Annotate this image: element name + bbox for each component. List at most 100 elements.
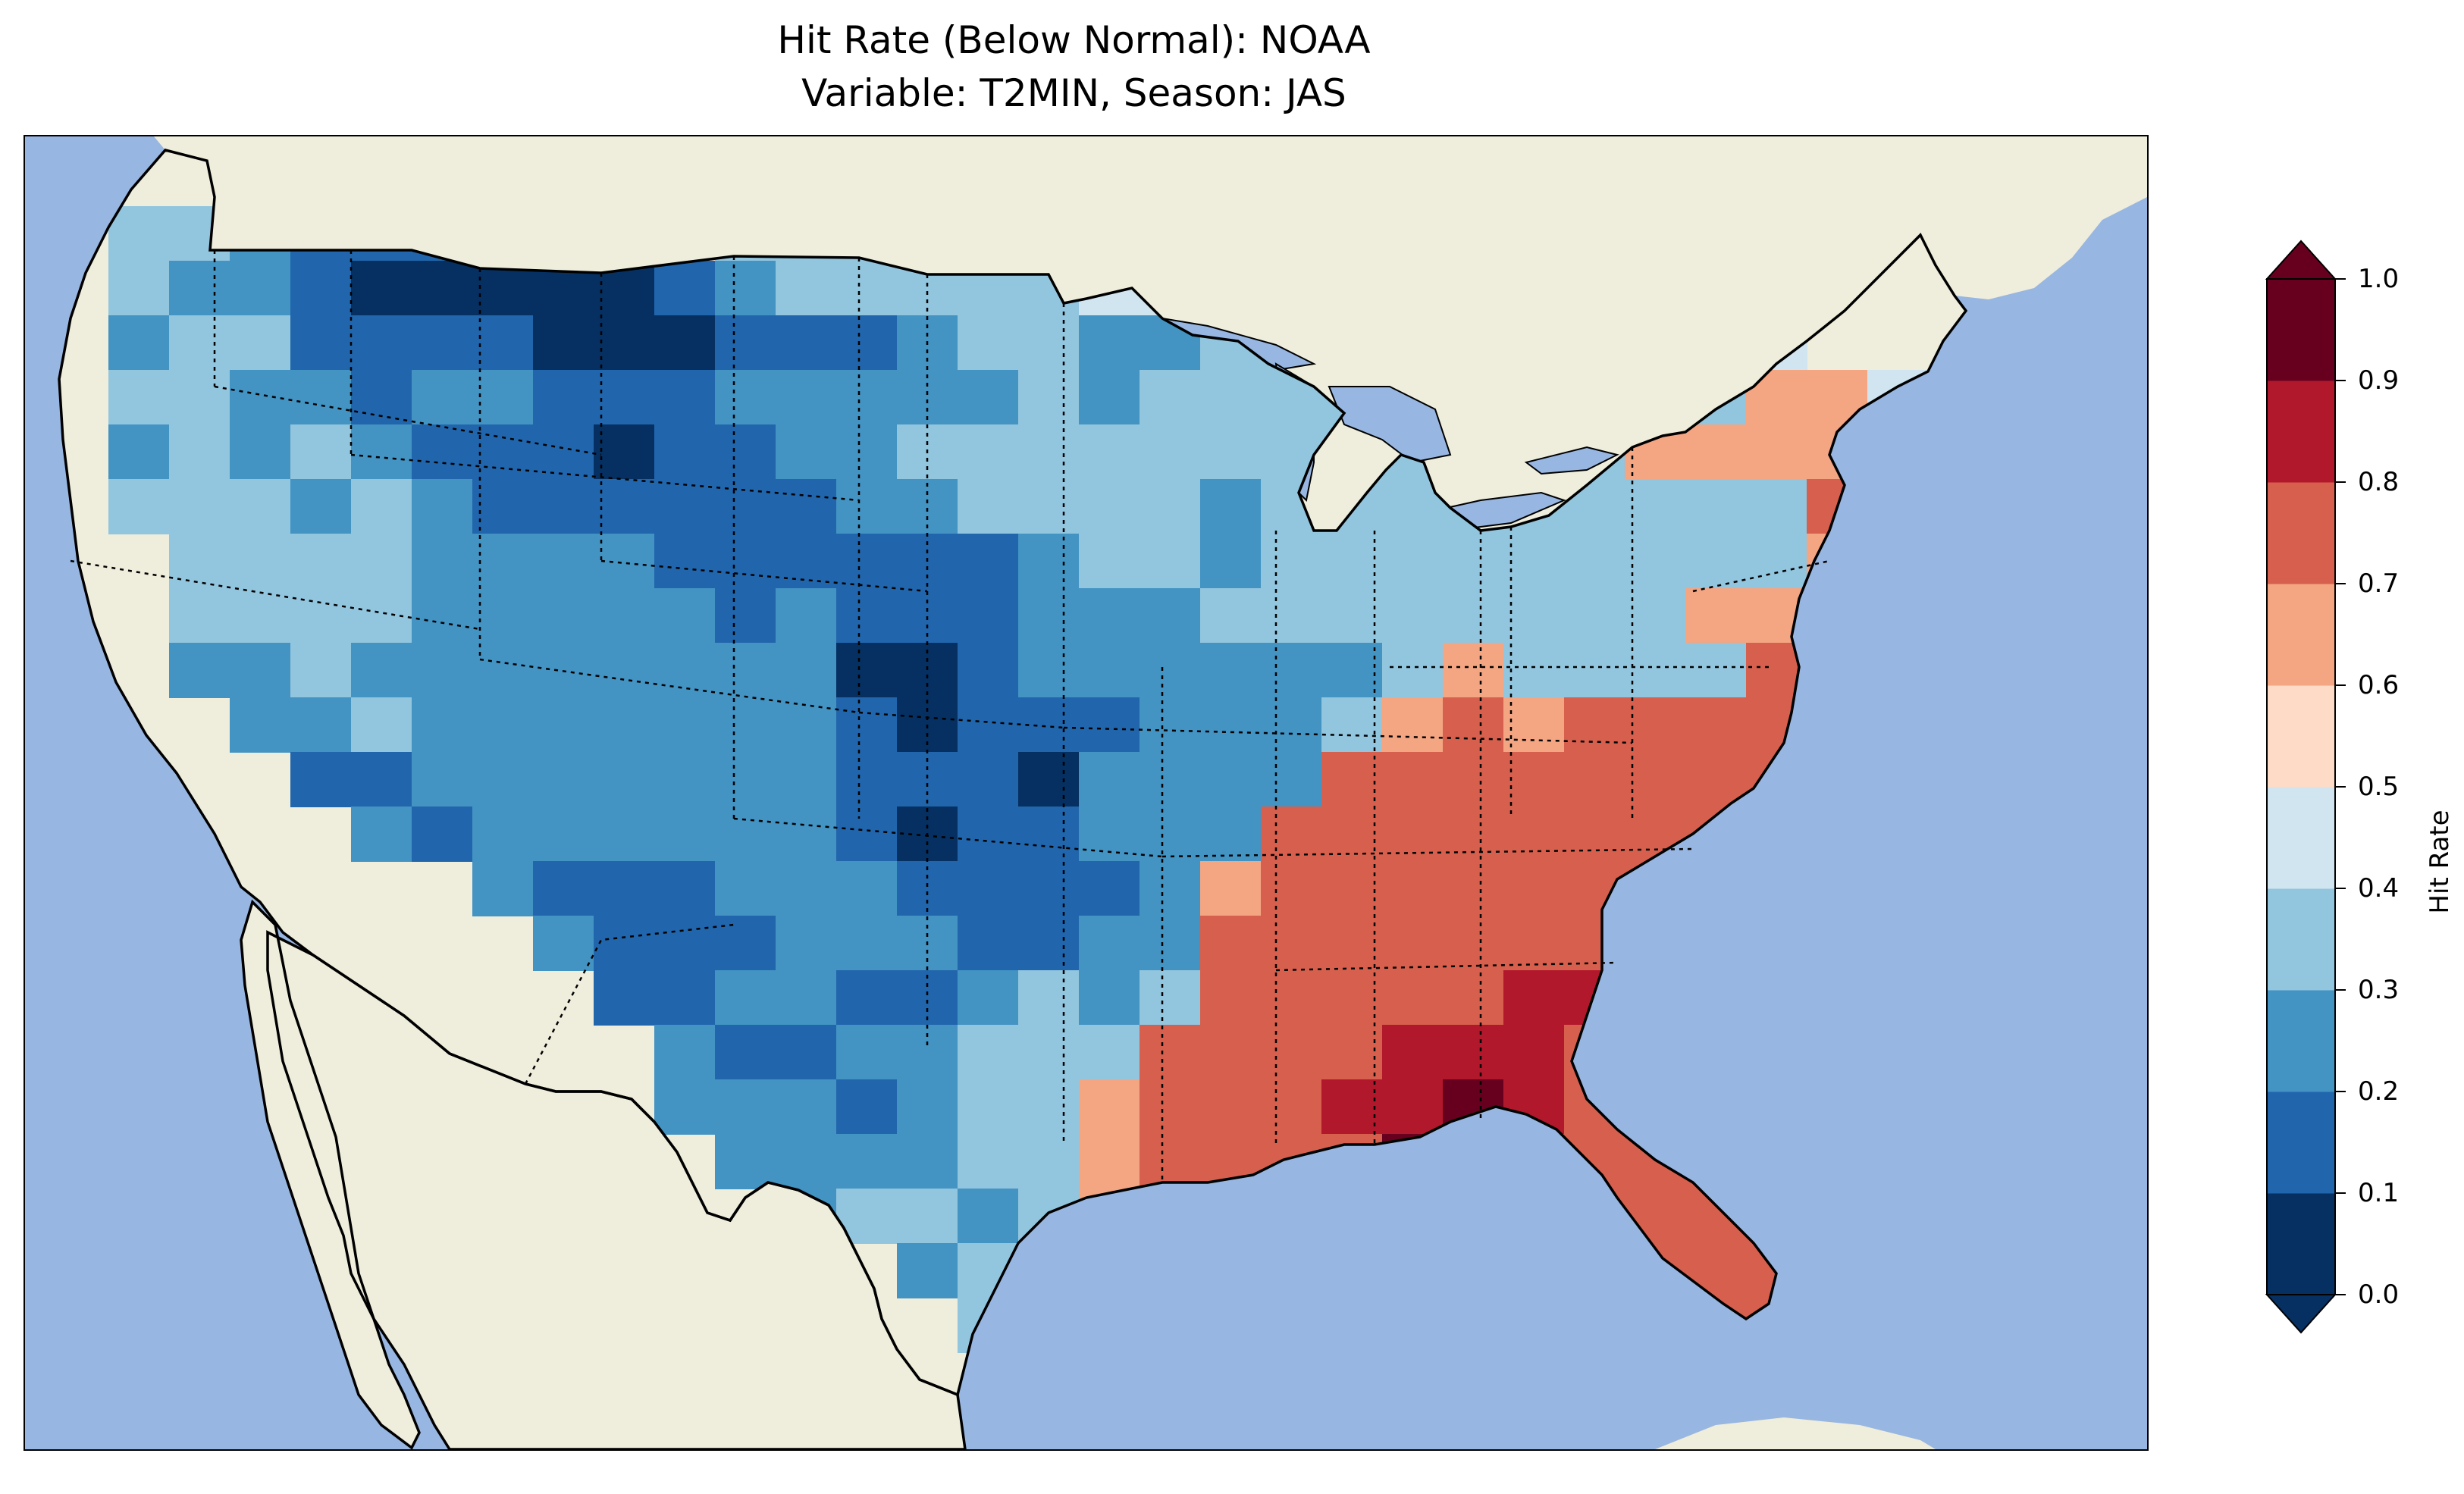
hit-rate-cell (1503, 1079, 1565, 1135)
state-border (1161, 847, 1694, 858)
hit-rate-cell (654, 479, 716, 534)
hit-rate-cell (654, 1025, 716, 1080)
hit-rate-cell (1807, 861, 1868, 916)
colorbar-bin (2267, 584, 2335, 686)
colorbar-over-extension (2265, 240, 2337, 280)
hit-rate-cell (1807, 752, 1868, 807)
hit-rate-cell (654, 916, 716, 971)
hit-rate-cell (1989, 1134, 2050, 1189)
state-border (1063, 726, 1633, 744)
hit-rate-cell (1503, 861, 1565, 916)
hit-rate-cell (958, 861, 1019, 916)
state-border (70, 559, 481, 631)
hit-rate-cell (1261, 588, 1322, 644)
hit-rate-cell (1685, 1025, 1747, 1080)
hit-rate-cell (108, 315, 170, 371)
hit-rate-cell (1079, 807, 1140, 862)
hit-rate-cell (1928, 916, 1966, 971)
hit-rate-cell (1079, 1025, 1140, 1080)
hit-rate-cell (715, 1025, 776, 1080)
colorbar-label: Hit Rate (2425, 810, 2455, 914)
hit-rate-cell (1140, 643, 1201, 698)
hit-rate-cell (412, 697, 473, 753)
hit-rate-cell (958, 479, 1019, 534)
hit-rate-cell (1200, 807, 1262, 862)
hit-rate-cell (1382, 752, 1444, 807)
hit-rate-cell (472, 588, 534, 644)
lake-4 (1524, 446, 1619, 475)
hit-rate-cell (1989, 588, 2050, 644)
hit-rate-cell (412, 424, 473, 480)
hit-rate-cell (351, 697, 412, 753)
hit-rate-cell (715, 1134, 776, 1189)
hit-rate-cell (836, 370, 898, 425)
hit-rate-cell (412, 752, 473, 807)
hit-rate-cell (290, 752, 352, 807)
hit-rate-cell (1685, 861, 1747, 916)
hit-rate-cell (169, 315, 230, 371)
hit-rate-cell (412, 370, 473, 425)
hit-rate-cell (169, 370, 230, 425)
hit-rate-cell (1261, 916, 1322, 971)
hit-rate-cell (2110, 697, 2147, 753)
hit-rate-cell (1685, 916, 1747, 971)
hit-rate-cell (1989, 752, 2050, 807)
hit-rate-cell (1867, 916, 1929, 971)
hit-rate-cell (230, 261, 291, 316)
hit-rate-cell (1018, 1243, 1080, 1298)
hit-rate-cell (1867, 861, 1929, 916)
hit-rate-cell (715, 643, 776, 698)
hit-rate-cell (1564, 752, 1625, 807)
hit-rate-cell (1625, 1025, 1686, 1080)
hit-rate-cell (715, 861, 776, 916)
hit-rate-cell (1989, 643, 2050, 698)
hit-rate-cell (897, 1189, 958, 1244)
hit-rate-cell (958, 588, 1019, 644)
hit-rate-cell (836, 588, 898, 644)
hit-rate-cell (1321, 752, 1383, 807)
hit-rate-cell (2110, 588, 2147, 644)
hit-rate-cell (472, 697, 534, 753)
hit-rate-cell (1807, 697, 1868, 753)
hit-rate-cell (1443, 752, 1504, 807)
hit-rate-cell (230, 479, 291, 534)
hit-rate-cell (1746, 424, 1807, 480)
hit-rate-cell (1140, 370, 1201, 425)
hit-rate-cell (533, 588, 594, 644)
hit-rate-cell (594, 752, 655, 807)
hit-rate-cell (594, 643, 655, 698)
hit-rate-cell (169, 643, 230, 698)
hit-rate-cell (715, 807, 776, 862)
hit-rate-cell (594, 370, 655, 425)
hit-rate-cell (1018, 807, 1080, 862)
hit-rate-cell (1503, 916, 1565, 971)
hit-rate-cell (1928, 534, 1966, 589)
hit-rate-cell (958, 1025, 1019, 1080)
hit-rate-cell (1140, 479, 1201, 534)
hit-rate-cell (533, 807, 594, 862)
hit-rate-cell (1928, 697, 1966, 753)
hit-rate-cell (1321, 1079, 1383, 1135)
hit-rate-cell (1867, 424, 1929, 480)
hit-rate-cell (776, 970, 837, 1026)
hit-rate-cell (1382, 534, 1444, 589)
hit-rate-cell (351, 315, 412, 371)
hit-rate-cell (1746, 1243, 1807, 1298)
hit-rate-cell (1018, 534, 1080, 589)
hit-rate-cell (1564, 534, 1625, 589)
hit-rate-cell (1564, 970, 1625, 1026)
hit-rate-cell (290, 643, 352, 698)
hit-rate-cell (1928, 861, 1966, 916)
hit-rate-cell (1140, 1189, 1201, 1244)
hit-rate-cell (1382, 916, 1444, 971)
colorbar-bin (2267, 787, 2335, 889)
hit-rate-cell (1625, 1079, 1686, 1135)
colorbar-tick-label: 0.9 (2358, 365, 2400, 396)
hit-rate-cell (1079, 534, 1140, 589)
hit-rate-cell (412, 643, 473, 698)
hit-rate-cell (715, 315, 776, 371)
hit-rate-cell (1746, 1189, 1807, 1244)
hit-rate-cell (958, 1134, 1019, 1189)
hit-rate-cell (1867, 970, 1929, 1026)
hit-rate-cell (1140, 1243, 1201, 1298)
